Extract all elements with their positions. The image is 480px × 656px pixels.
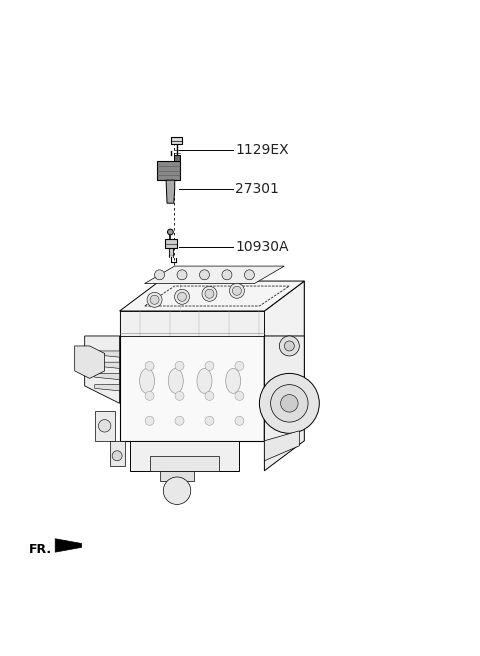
Circle shape [175, 417, 184, 425]
Polygon shape [109, 441, 125, 466]
Polygon shape [95, 351, 120, 357]
Circle shape [205, 289, 214, 298]
Circle shape [205, 392, 214, 400]
Circle shape [259, 373, 319, 434]
Circle shape [178, 293, 187, 301]
Circle shape [284, 341, 294, 351]
Circle shape [112, 451, 122, 461]
Ellipse shape [168, 369, 183, 394]
Circle shape [145, 392, 154, 400]
Circle shape [177, 270, 187, 280]
Polygon shape [264, 431, 300, 461]
Circle shape [163, 477, 191, 504]
Polygon shape [120, 311, 264, 441]
Circle shape [145, 361, 154, 371]
Polygon shape [95, 411, 115, 441]
Circle shape [271, 384, 308, 422]
Polygon shape [95, 384, 120, 391]
Circle shape [98, 420, 111, 432]
Text: 10930A: 10930A [235, 240, 288, 255]
Circle shape [200, 270, 209, 280]
Circle shape [202, 286, 217, 301]
Text: FR.: FR. [29, 543, 52, 556]
Circle shape [235, 417, 244, 425]
Circle shape [175, 361, 184, 371]
Circle shape [235, 392, 244, 400]
Circle shape [222, 270, 232, 280]
Circle shape [145, 417, 154, 425]
Polygon shape [84, 336, 120, 403]
Ellipse shape [197, 369, 212, 394]
Text: 27301: 27301 [235, 182, 279, 195]
Polygon shape [264, 336, 304, 471]
Circle shape [235, 361, 244, 371]
Circle shape [147, 293, 162, 307]
Text: 1129EX: 1129EX [235, 144, 289, 157]
Circle shape [168, 229, 173, 235]
Polygon shape [157, 161, 180, 180]
Ellipse shape [140, 369, 155, 394]
Polygon shape [150, 456, 219, 471]
Circle shape [175, 392, 184, 400]
Circle shape [281, 395, 298, 412]
Circle shape [279, 336, 300, 356]
Polygon shape [130, 441, 240, 471]
Circle shape [205, 417, 214, 425]
Polygon shape [144, 266, 284, 283]
Polygon shape [159, 471, 194, 481]
Circle shape [229, 283, 244, 298]
Polygon shape [120, 311, 264, 336]
Polygon shape [166, 180, 175, 203]
Circle shape [150, 295, 159, 304]
Polygon shape [55, 539, 82, 552]
Polygon shape [120, 281, 304, 311]
Circle shape [155, 270, 165, 280]
Polygon shape [75, 346, 105, 379]
Circle shape [232, 286, 241, 295]
Polygon shape [171, 138, 182, 144]
Polygon shape [95, 373, 120, 380]
Polygon shape [95, 362, 120, 369]
Polygon shape [174, 155, 180, 161]
Polygon shape [264, 281, 304, 441]
Ellipse shape [226, 369, 240, 394]
Circle shape [205, 361, 214, 371]
Polygon shape [165, 239, 177, 248]
Circle shape [244, 270, 254, 280]
Circle shape [175, 289, 190, 304]
